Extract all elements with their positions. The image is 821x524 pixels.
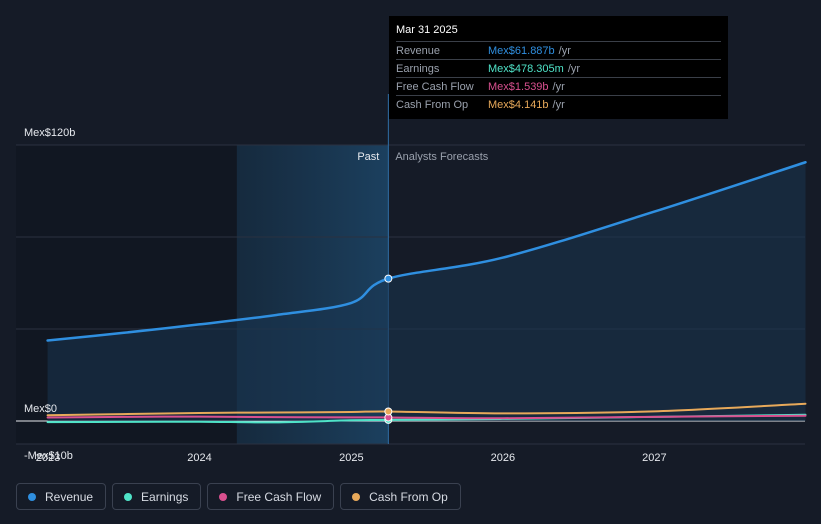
legend-item-earnings[interactable]: Earnings [112,483,202,510]
tooltip-row-cash-from-op: Cash From Op Mex$4.141b /yr [396,95,721,113]
tooltip-value: Mex$1.539b [488,80,549,93]
revenue-area [47,162,806,421]
legend-label: Revenue [45,489,94,504]
legend-label: Free Cash Flow [236,489,322,504]
legend-label: Cash From Op [369,489,448,504]
legend: Revenue Earnings Free Cash Flow Cash Fro… [16,483,461,510]
tooltip-label: Revenue [396,44,441,57]
legend-dot-icon [219,492,228,501]
x-tick-label: 2025 [339,452,363,464]
y-tick-label: Mex$120b [24,127,75,139]
tooltip-row-revenue: Revenue Mex$61.887b /yr [396,41,721,59]
tooltip-unit: /yr [552,80,565,93]
legend-item-cash-from-op[interactable]: Cash From Op [340,483,461,510]
tooltip-row-earnings: Earnings Mex$478.305m /yr [396,59,721,77]
point-marker-cash-from-op [384,407,393,416]
forecast-label: Analysts Forecasts [395,151,488,163]
tooltip-label: Free Cash Flow [396,80,474,93]
tooltip-unit: /yr [558,44,571,57]
tooltip-value: Mex$61.887b [488,44,555,57]
series-line-free-cash-flow [46,414,807,420]
tooltip-value: Mex$4.141b [488,98,549,111]
legend-dot-icon [28,492,36,501]
x-tick-label: 2027 [642,452,666,464]
series-line-revenue [46,161,807,342]
tooltip-unit: /yr [552,98,565,111]
tooltip-value: Mex$478.305m [488,62,564,75]
point-marker-revenue [384,274,393,283]
tooltip: Mar 31 2025 Revenue Mex$61.887b /yr Earn… [389,16,728,119]
past-label: Past [357,151,379,163]
legend-dot-icon [124,492,133,501]
tooltip-label: Cash From Op [396,98,469,111]
y-tick-label: Mex$0 [24,403,57,415]
series-line-cash-from-op [46,402,807,417]
tooltip-unit: /yr [567,62,581,75]
legend-dot-icon [352,492,361,501]
x-tick-label: 2023 [36,452,60,464]
x-tick-label: 2024 [187,452,211,464]
tooltip-date: Mar 31 2025 [396,24,458,36]
legend-item-free-cash-flow[interactable]: Free Cash Flow [207,483,335,510]
tooltip-label: Earnings [396,62,440,75]
tooltip-row-free-cash-flow: Free Cash Flow Mex$1.539b /yr [396,77,721,95]
y-tick-label: -Mex$10b [24,450,73,462]
legend-item-revenue[interactable]: Revenue [16,483,107,510]
x-tick-label: 2026 [491,452,515,464]
legend-label: Earnings [141,489,189,504]
